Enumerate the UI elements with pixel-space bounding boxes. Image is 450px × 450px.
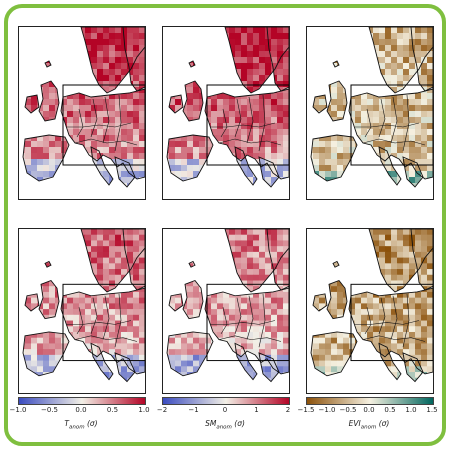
colorbar-tick-label: 2 (285, 406, 291, 414)
europe-map (22, 27, 145, 188)
europe-map (310, 229, 433, 383)
europe-map (310, 27, 433, 188)
colorbar-evianom (306, 397, 434, 405)
region-box (62, 283, 145, 362)
colorbar-tick-label: 0 (222, 406, 228, 414)
map-panel-tanom-top (18, 26, 146, 200)
colorbar-tick-label: −1 (188, 406, 199, 414)
colorbar-tick-label: 1.0 (405, 406, 417, 414)
europe-map (22, 229, 145, 383)
colorbar-tick-label: 0.0 (75, 406, 87, 414)
colorbar-label-evianom: EVIanom (σ) (348, 419, 390, 431)
region-box (62, 84, 145, 166)
colorbar-tick-label: 0.5 (106, 406, 119, 414)
europe-map (166, 27, 289, 188)
colorbar-tick-label: 0.5 (384, 406, 396, 414)
map-panel-tanom-bottom (18, 228, 146, 394)
colorbar-tick-label: 1 (254, 406, 259, 414)
colorbar-tick-label: −1.0 (9, 406, 27, 414)
colorbar-tick-label: −1.5 (297, 406, 315, 414)
colorbar-tick-label: −1.0 (318, 406, 336, 414)
region-box (350, 283, 433, 362)
map-panel-evianom-bottom (306, 228, 434, 394)
colorbar-smanom (162, 397, 290, 405)
map-panel-smanom-top (162, 26, 290, 200)
colorbar-tanom (18, 397, 146, 405)
colorbar-tick-label: 1.5 (426, 406, 438, 414)
region-box (206, 283, 289, 362)
map-panel-smanom-bottom (162, 228, 290, 394)
europe-map (166, 229, 289, 383)
region-box (350, 84, 433, 166)
colorbar-label-tanom: Tanom (σ) (64, 419, 98, 431)
colorbar-tick-label: 1.0 (138, 406, 150, 414)
map-panel-evianom-top (306, 26, 434, 200)
colorbar-tick-label: −2 (156, 406, 168, 414)
colorbar-tick-label: −0.5 (41, 406, 58, 414)
region-box (206, 84, 289, 166)
colorbar-label-smanom: SManom (σ) (205, 419, 245, 431)
colorbar-tick-label: −0.5 (339, 406, 357, 414)
colorbar-tick-label: 0.0 (363, 406, 375, 414)
